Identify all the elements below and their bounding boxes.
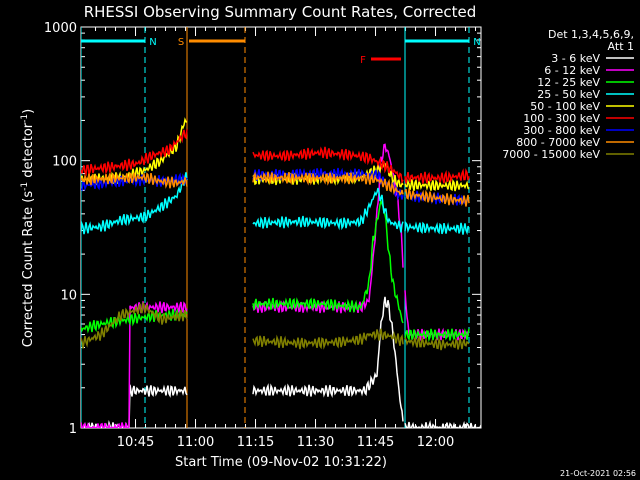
x-tick-label: 11:30: [297, 435, 334, 450]
legend-entry-label: 300 - 800 keV: [523, 124, 600, 137]
series-line-6: [81, 129, 470, 185]
x-axis-label: Start Time (09-Nov-02 10:31:22): [175, 455, 387, 470]
legend-header: Att 1: [608, 40, 634, 53]
series-line-3: [81, 199, 470, 343]
legend-entry-label: 25 - 50 keV: [537, 88, 600, 101]
legend-entry-label: 12 - 25 keV: [537, 76, 600, 89]
chart-title: RHESSI Observing Summary Count Rates, Co…: [84, 3, 477, 21]
legend-entry-label: 3 - 6 keV: [551, 52, 600, 65]
x-tick-label: 11:00: [177, 435, 214, 450]
y-axis-label-part: ): [21, 109, 36, 114]
y-tick-label: 1: [69, 422, 77, 437]
legend-entry-label: 50 - 100 keV: [530, 100, 600, 113]
series-line-4: [81, 172, 470, 236]
legend-header: Det 1,3,4,5,6,9,: [548, 28, 634, 41]
legend-entry-label: 100 - 300 keV: [523, 112, 600, 125]
legend-entry-label: 7000 - 15000 keV: [502, 148, 600, 161]
y-tick-label: 100: [52, 155, 77, 170]
legend-entry-label: 800 - 7000 keV: [516, 136, 600, 149]
series-line-9: [81, 301, 470, 351]
plot-area: N N S F: [81, 27, 481, 428]
series-line-1: [81, 296, 481, 428]
y-tick-label: 1000: [44, 21, 77, 36]
x-tick-label: 11:45: [357, 435, 394, 450]
mode-marker-label: F: [360, 55, 366, 66]
x-tick-label: 10:45: [117, 435, 154, 450]
x-tick-label: 12:00: [417, 435, 454, 450]
mode-marker-label: N: [473, 37, 480, 48]
y-axis-label-part: Corrected Count Rate (s: [21, 191, 36, 348]
y-axis-label-sup: -1: [20, 114, 30, 123]
y-axis-label-sup: -1: [20, 182, 30, 191]
footer-timestamp: 21-Oct-2021 02:56: [560, 469, 636, 478]
y-axis-label-part: detector: [21, 122, 36, 182]
y-axis-label: Corrected Count Rate (s-1 detector-1): [20, 109, 36, 347]
series-line-8: [81, 171, 470, 207]
legend-entry-label: 6 - 12 keV: [544, 64, 600, 77]
y-tick-label: 10: [60, 288, 77, 303]
mode-marker-label: S: [178, 37, 184, 48]
x-tick-label: 11:15: [237, 435, 274, 450]
mode-marker-label: N: [149, 37, 156, 48]
